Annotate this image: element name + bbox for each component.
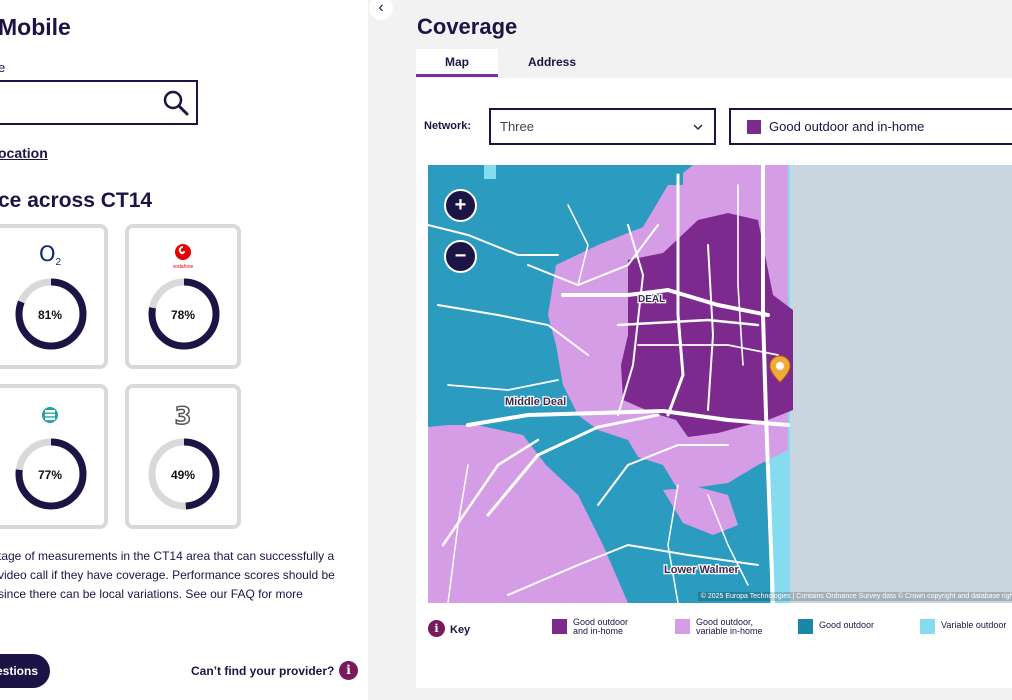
score-ring [148,278,220,350]
network-label: Network: [424,120,472,132]
coverage-layer-select[interactable]: Good outdoor and in-home [729,108,1012,145]
postcode-input[interactable] [4,90,154,116]
ee-logo [0,402,104,430]
search-button[interactable] [162,89,190,117]
score-ring [148,438,220,510]
collapse-panel-button[interactable]: ‹ [369,0,393,20]
score-ring [15,438,87,510]
score-description: tage of measurements in the CT14 area th… [0,549,335,601]
score-value: 49% [170,468,196,482]
info-icon[interactable]: i [339,661,358,680]
map-content: Network: Three Good outdoor and in-home [416,78,1012,688]
left-panel: Mobile e ocation ce across CT14 O2 81% v… [0,0,368,700]
svg-text:vodafone: vodafone [173,264,194,270]
network-value: Three [500,119,534,134]
provider-card-o2[interactable]: O2 81% [0,224,108,369]
o2-logo: O2 [38,242,62,269]
info-icon[interactable]: i [428,620,445,637]
score-value: 77% [37,468,63,482]
score-ring [15,278,87,350]
coverage-map[interactable]: DEAL Middle Deal Lower Walmer + − © 2025… [428,165,1012,603]
chevron-down-icon [693,124,703,131]
vodafone-logo: vodafone [129,242,237,270]
provider-card-three[interactable]: 3 49% [125,384,241,529]
legend-swatch [552,619,567,634]
provider-card-ee[interactable]: 77% [0,384,108,529]
search-icon [163,90,189,116]
place-label-middle-deal: Middle Deal [505,396,566,408]
zoom-out-button[interactable]: − [444,240,477,273]
coverage-panel: Coverage Map Address Network: Three Good… [396,0,1012,700]
network-select[interactable]: Three [489,108,716,145]
place-label-lower-walmer: Lower Walmer [664,564,739,576]
map-key: i Key Good outdoor and in-home Good outdo… [428,618,1012,648]
legend-swatch [798,619,813,634]
panel-title: Mobile [0,14,71,40]
legend-swatch [920,619,935,634]
tab-address[interactable]: Address [527,55,577,69]
key-label: Key [450,624,471,636]
score-value: 81% [37,308,63,322]
provider-card-vodafone[interactable]: vodafone 78% [125,224,241,369]
faq-button[interactable]: estions [0,654,50,688]
map-attribution: © 2025 Europa Technologies | Contains Or… [697,592,1012,601]
three-logo: 3 [174,401,192,431]
tab-map[interactable]: Map [416,49,498,77]
zoom-in-button[interactable]: + [444,189,477,222]
postcode-label: e [0,60,6,75]
postcode-search-box [0,80,198,125]
legend-swatch [675,619,690,634]
performance-heading: ce across CT14 [0,189,153,212]
cant-find-provider-link[interactable]: Can’t find your provider? [191,664,335,678]
layer-swatch [747,120,761,134]
panel-divider [368,0,396,700]
use-location-link[interactable]: ocation [0,145,48,161]
map-canvas: DEAL Middle Deal Lower Walmer [428,165,1012,603]
score-value: 78% [170,308,196,322]
location-pin-icon[interactable] [769,355,791,383]
coverage-title: Coverage [417,14,518,39]
layer-value: Good outdoor and in-home [769,119,925,134]
place-label-deal: DEAL [638,294,665,305]
